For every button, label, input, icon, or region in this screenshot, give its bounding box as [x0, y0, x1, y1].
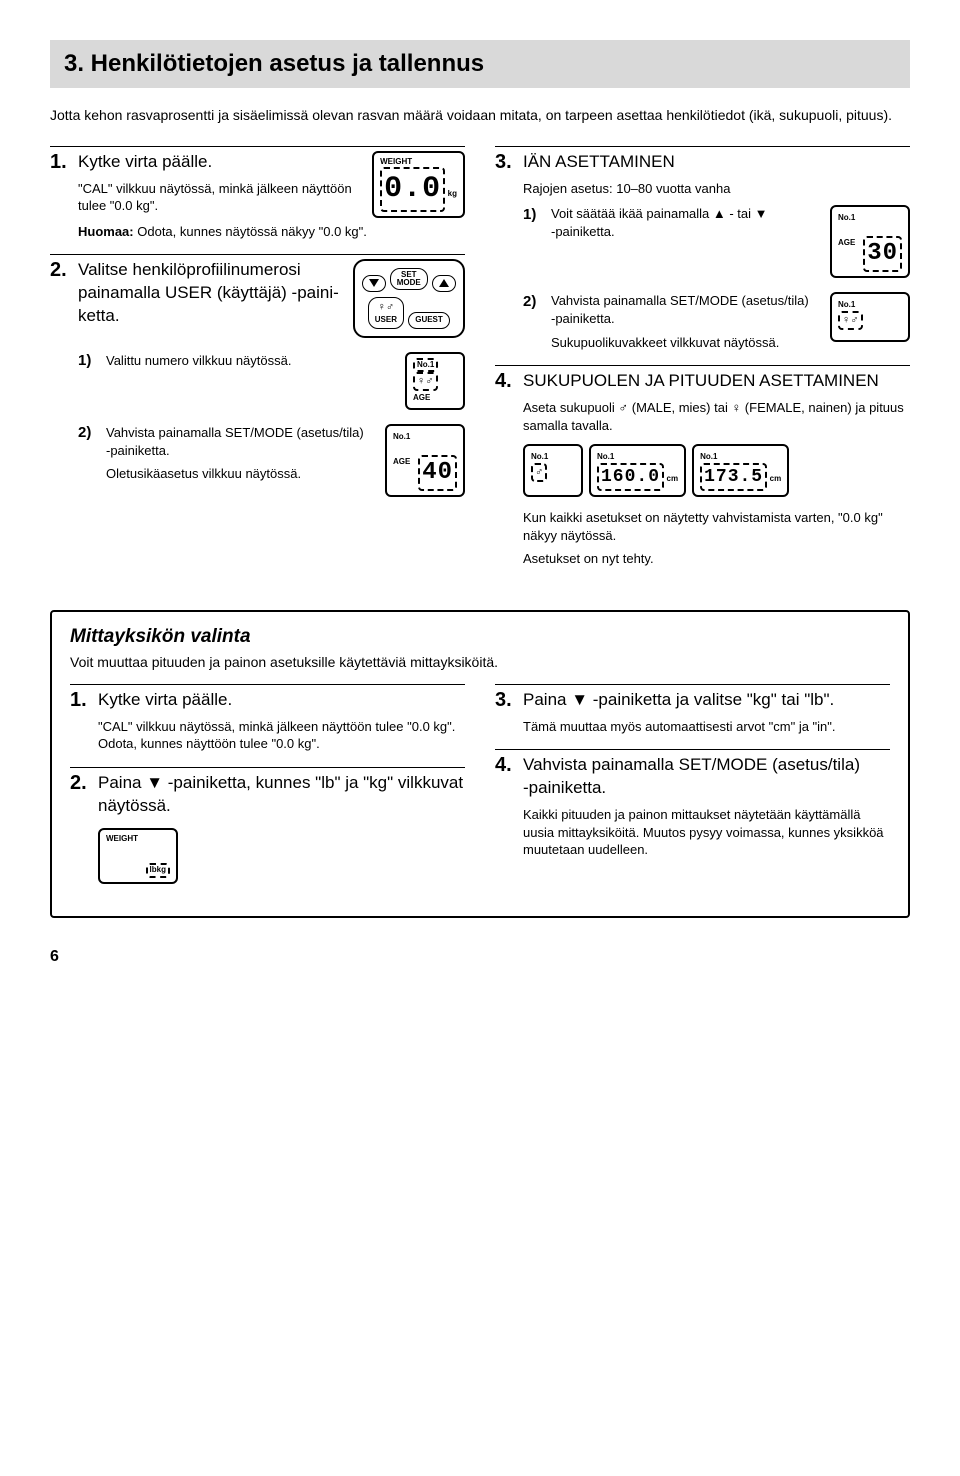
person-icon: ♀♂ — [378, 301, 395, 313]
button-panel: SET MODE ♀♂ USER GUEST — [353, 259, 465, 337]
step-title: Vahvista painamalla SET/MODE (asetus/til… — [523, 754, 890, 800]
unit-step-3: 3. Paina ▼ ‑painiketta ja valitse "kg" t… — [495, 684, 890, 735]
display-value: 0.0 — [380, 167, 445, 212]
unit-step-1: 1. Kytke virta päälle. "CAL" vilkkuu näy… — [70, 684, 465, 753]
step-title: Paina ▼ ‑painiketta, kunnes "lb" ja "kg"… — [98, 772, 465, 818]
unit-values: lbkg — [146, 863, 170, 878]
btn-user-label: USER — [375, 315, 397, 324]
step-num: 1. — [70, 689, 98, 753]
sub-num: 1) — [78, 352, 106, 410]
step-3-sub-1: 1) No.1 AGE 30 Voit säätää ikää painamal… — [523, 205, 910, 278]
left-column: 1. WEIGHT 0.0 kg Kytke virta päälle. "CA… — [50, 146, 465, 582]
step-4: 4. SUKUPUOLEN JA PITUUDEN ASETTAMINEN As… — [495, 365, 910, 568]
step-1: 1. WEIGHT 0.0 kg Kytke virta päälle. "CA… — [50, 146, 465, 241]
step-desc: Aseta sukupuoli ♂ (MALE, mies) tai ♀ (FE… — [523, 399, 910, 434]
display-label: WEIGHT — [106, 834, 170, 845]
display-no: No.1 — [597, 452, 614, 461]
step-desc: Kaikki pituuden ja painon mittaukset näy… — [523, 806, 890, 859]
guest-button[interactable]: GUEST — [408, 312, 450, 329]
display-no: No.1 — [393, 432, 410, 441]
sub-num: 2) — [523, 292, 551, 351]
intro-text: Jotta kehon rasvaprosentti ja sisäelimis… — [50, 106, 910, 126]
unit-title: Mittayksikön valinta — [70, 626, 890, 648]
display-label: WEIGHT — [380, 157, 457, 168]
step-3: 3. IÄN ASETTAMINEN Rajojen asetus: 10–80… — [495, 146, 910, 351]
display-age-set: No.1 AGE 30 — [830, 205, 910, 278]
section-header: 3. Henkilötietojen asetus ja tallennus — [50, 40, 910, 88]
display-user-no: No.1 ♀♂ AGE — [405, 352, 465, 410]
age-label: AGE — [413, 393, 430, 402]
sub-num: 2) — [78, 424, 106, 497]
after-text-2: Asetukset on nyt tehty. — [523, 550, 910, 568]
height-unit: cm — [667, 474, 679, 483]
step-num: 3. — [495, 689, 523, 735]
height-value: 160.0 — [597, 463, 664, 491]
user-button[interactable]: ♀♂ USER — [368, 297, 404, 329]
unit-step-4: 4. Vahvista painamalla SET/MODE (asetus/… — [495, 749, 890, 859]
person-icon: ♂ — [531, 463, 547, 482]
down-button[interactable] — [362, 275, 386, 292]
step-2-sub-2: 2) No.1 AGE 40 Vahvista painamalla SET/M… — [78, 424, 465, 497]
step-num: 4. — [495, 370, 523, 568]
after-text-1: Kun kaikki asetukset on näytetty vahvist… — [523, 509, 910, 544]
display-gender-sel: No.1 ♂ — [523, 444, 583, 497]
step-2: 2. SET MODE — [50, 254, 465, 337]
display-weight: WEIGHT 0.0 kg — [372, 151, 465, 218]
step-num: 2. — [50, 259, 78, 337]
right-column: 3. IÄN ASETTAMINEN Rajojen asetus: 10–80… — [495, 146, 910, 582]
person-icons: ♀♂ — [413, 372, 438, 391]
display-height-1: No.1 160.0 cm — [589, 444, 686, 497]
step-num: 4. — [495, 754, 523, 859]
step-3-sub-2: 2) No.1 ♀♂ Vahvista painamalla SET/MODE … — [523, 292, 910, 351]
unit-selection-box: Mittayksikön valinta Voit muuttaa pituud… — [50, 610, 910, 918]
set-mode-button[interactable]: SET MODE — [390, 268, 428, 290]
note-label: Huomaa: — [78, 224, 134, 239]
chevron-down-icon — [369, 279, 379, 287]
age-label: AGE — [393, 457, 410, 466]
display-height-2: No.1 173.5 cm — [692, 444, 789, 497]
display-gender: No.1 ♀♂ — [830, 292, 910, 342]
chevron-up-icon — [439, 279, 449, 287]
sub-num: 1) — [523, 205, 551, 278]
display-no: No.1 — [838, 300, 855, 309]
display-no: No.1 — [531, 452, 548, 461]
display-unit: kg — [448, 189, 457, 198]
step-num: 1. — [50, 151, 78, 241]
step-desc: Tämä muuttaa myös automaattisesti arvot … — [523, 718, 890, 736]
height-value: 173.5 — [700, 463, 767, 491]
up-button[interactable] — [432, 275, 456, 292]
height-unit: cm — [770, 474, 782, 483]
sub-text: Valittu numero vilkkuu näytössä. — [106, 353, 291, 368]
unit-step-2: 2. Paina ▼ ‑painiketta, kunnes "lb" ja "… — [70, 767, 465, 884]
display-no: No.1 — [700, 452, 717, 461]
age-value: 30 — [863, 236, 902, 272]
sub-text: Voit säätää ikää painamalla ▲ - tai ▼ ‑p… — [551, 206, 768, 239]
step-title: Paina ▼ ‑painiketta ja valitse "kg" tai … — [523, 689, 890, 712]
age-value: 40 — [418, 455, 457, 491]
display-no: No.1 — [838, 213, 855, 222]
step-title: Kytke virta päälle. — [98, 689, 465, 712]
age-label: AGE — [838, 238, 855, 247]
display-age-default: No.1 AGE 40 — [385, 424, 465, 497]
step-num: 2. — [70, 772, 98, 884]
step-desc: "CAL" vilkkuu näytössä, minkä jälkeen nä… — [98, 718, 465, 753]
display-no: No.1 — [413, 358, 438, 373]
unit-intro: Voit muuttaa pituuden ja painon asetuksi… — [70, 654, 890, 670]
person-icons: ♀♂ — [838, 311, 863, 330]
range-text: Rajojen asetus: 10–80 vuotta vanha — [523, 180, 910, 198]
step-title: SUKUPUOLEN JA PITUUDEN ASETTAMINEN — [523, 370, 910, 393]
btn-mode-label: MODE — [397, 278, 421, 287]
page-number: 6 — [50, 948, 910, 966]
note-text: Odota, kunnes näytössä näkyy "0.0 kg". — [137, 224, 367, 239]
step-num: 3. — [495, 151, 523, 351]
display-units: WEIGHT lbkg — [98, 828, 178, 884]
step-2-sub-1: 1) No.1 ♀♂ AGE Valittu numero vilkkuu nä… — [78, 352, 465, 410]
step-title: IÄN ASETTAMINEN — [523, 151, 910, 174]
